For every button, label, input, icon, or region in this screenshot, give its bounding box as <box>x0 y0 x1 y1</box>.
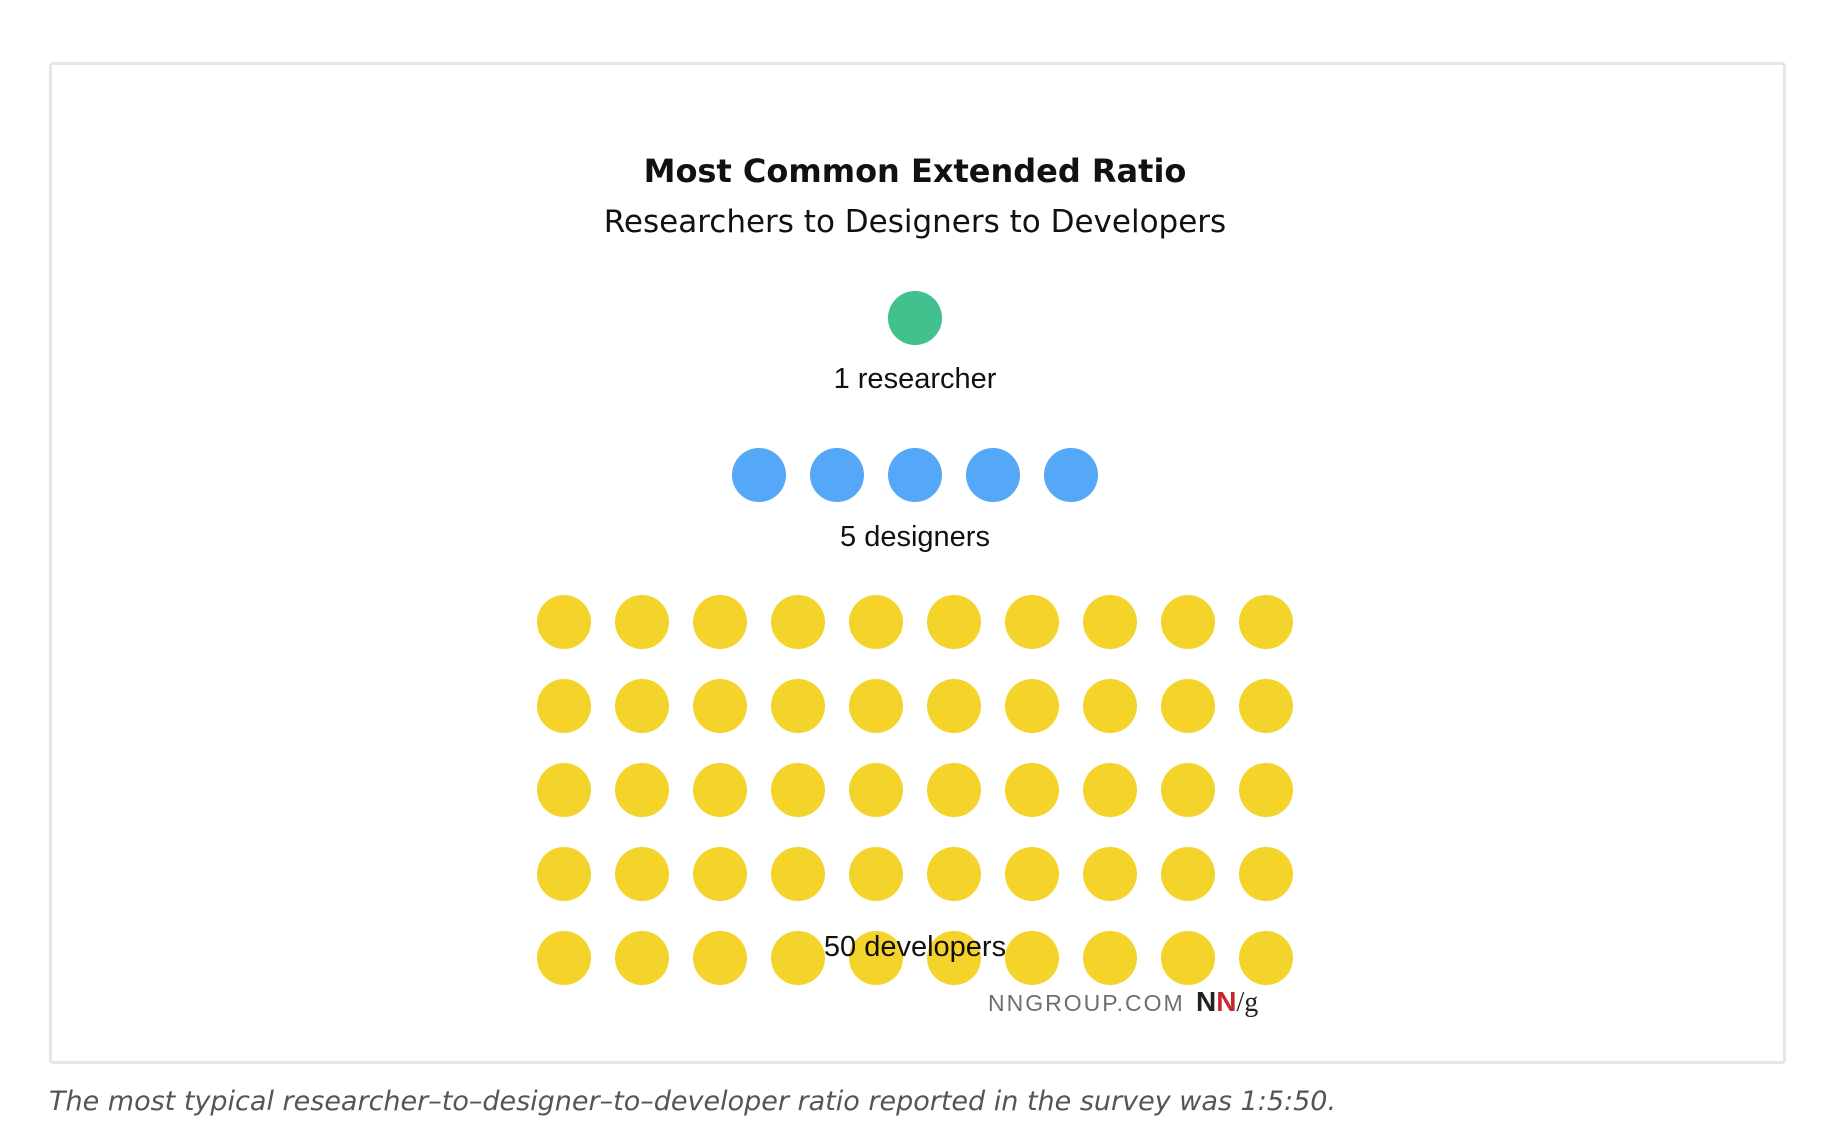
developer-dot <box>927 679 981 733</box>
developer-dot <box>1161 847 1215 901</box>
developer-dot <box>615 847 669 901</box>
developer-dot <box>1161 595 1215 649</box>
developer-dot <box>1083 595 1137 649</box>
developer-dot <box>771 763 825 817</box>
developer-dot <box>1083 763 1137 817</box>
developer-dot <box>1005 931 1059 985</box>
developer-dot <box>537 763 591 817</box>
developer-dot <box>693 847 747 901</box>
figure-title: Most Common Extended Ratio <box>643 152 1187 190</box>
developer-dot <box>693 763 747 817</box>
developer-dot <box>1005 847 1059 901</box>
developer-dot <box>537 595 591 649</box>
developer-dot <box>771 847 825 901</box>
developer-dot <box>1239 763 1293 817</box>
developer-dot <box>1239 679 1293 733</box>
figure-frame <box>49 62 1786 1064</box>
nng-logo: NN/g <box>1196 986 1259 1018</box>
figure-caption: The most typical researcher–to–designer–… <box>49 1086 1337 1117</box>
developer-dot <box>693 595 747 649</box>
developer-dot <box>927 847 981 901</box>
designer-dot <box>810 448 864 502</box>
developer-dot <box>615 679 669 733</box>
researcher-dot <box>888 291 942 345</box>
developer-dot <box>615 931 669 985</box>
developer-dot <box>537 847 591 901</box>
developer-dot <box>1083 679 1137 733</box>
developer-dot <box>849 679 903 733</box>
developer-dot <box>615 595 669 649</box>
developer-dot <box>1083 847 1137 901</box>
developer-dot <box>771 595 825 649</box>
developer-dot <box>1083 931 1137 985</box>
designer-dot <box>732 448 786 502</box>
developer-dot <box>693 931 747 985</box>
developer-dot <box>1005 595 1059 649</box>
developers-label: 50 developers <box>823 931 1007 963</box>
developer-dot <box>1005 679 1059 733</box>
developer-dot <box>1161 931 1215 985</box>
developer-dot <box>849 931 903 985</box>
developer-dot <box>849 763 903 817</box>
developer-dot <box>927 595 981 649</box>
developer-dot <box>849 595 903 649</box>
researchers-label: 1 researcher <box>833 363 997 395</box>
developer-dot <box>693 679 747 733</box>
designer-dot <box>1044 448 1098 502</box>
figure-subtitle: Researchers to Designers to Developers <box>603 204 1227 240</box>
footer-brand: NNGROUP.COM <box>988 990 1185 1016</box>
developer-dot <box>615 763 669 817</box>
developer-dot <box>849 847 903 901</box>
developer-dot <box>1161 763 1215 817</box>
developer-dot <box>1239 595 1293 649</box>
developer-dot <box>1239 931 1293 985</box>
developer-dot <box>1005 763 1059 817</box>
developer-dot <box>537 931 591 985</box>
developer-dot <box>771 931 825 985</box>
developer-dot <box>927 931 981 985</box>
developer-dot <box>771 679 825 733</box>
developer-dot <box>1161 679 1215 733</box>
designer-dot <box>966 448 1020 502</box>
developer-dot <box>927 763 981 817</box>
designers-label: 5 designers <box>840 521 990 553</box>
developer-dot <box>1239 847 1293 901</box>
developer-dot <box>537 679 591 733</box>
designer-dot <box>888 448 942 502</box>
